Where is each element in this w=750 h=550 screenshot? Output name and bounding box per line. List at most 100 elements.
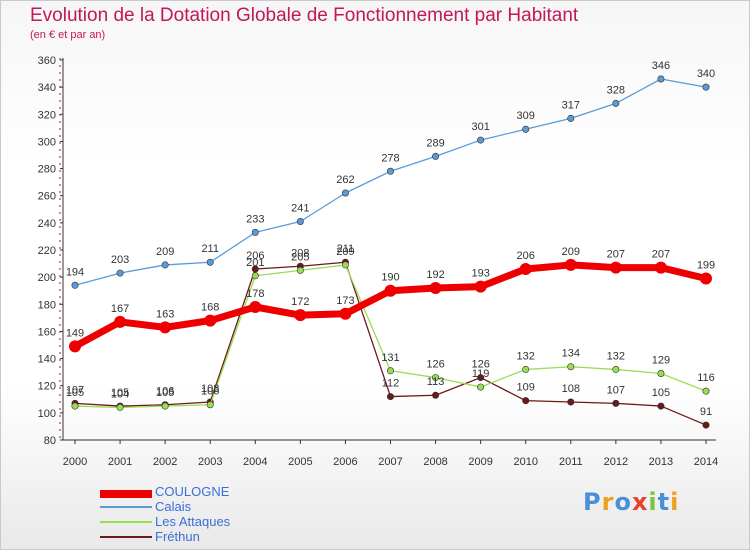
- data-point: [251, 272, 259, 280]
- data-point: [519, 263, 532, 275]
- data-point: [609, 261, 622, 274]
- data-label: 105: [111, 387, 129, 399]
- data-label: 278: [381, 152, 399, 164]
- chart-title: Evolution de la Dotation Globale de Fonc…: [30, 5, 579, 26]
- y-tick-label: 320: [38, 109, 56, 121]
- data-label: 211: [337, 243, 355, 255]
- data-label: 107: [66, 384, 84, 396]
- data-label: 262: [336, 174, 354, 186]
- series-calais: [71, 75, 710, 289]
- data-point: [294, 309, 307, 322]
- data-label: 91: [700, 406, 712, 418]
- data-label: 167: [111, 303, 129, 315]
- data-point: [522, 125, 530, 133]
- data-label: 209: [562, 246, 580, 258]
- data-label: 106: [156, 386, 174, 398]
- x-tick-label: 2009: [468, 456, 492, 468]
- data-point: [612, 365, 620, 373]
- data-label: 163: [156, 308, 174, 320]
- x-tick-label: 2001: [108, 456, 132, 468]
- data-point: [657, 369, 665, 377]
- data-point: [432, 152, 440, 160]
- data-point: [612, 99, 620, 107]
- data-point: [69, 340, 81, 353]
- y-tick-label: 340: [38, 82, 56, 94]
- data-label: 173: [336, 295, 354, 307]
- data-label: 134: [562, 348, 580, 360]
- data-point: [432, 391, 440, 399]
- data-point: [567, 114, 575, 122]
- data-label: 207: [652, 249, 670, 261]
- y-tick-label: 300: [38, 136, 56, 148]
- data-label: 194: [66, 266, 84, 278]
- data-label: 203: [111, 254, 129, 266]
- y-tick-label: 220: [38, 245, 56, 257]
- legend-label: Calais: [155, 499, 192, 514]
- data-label: 206: [246, 250, 264, 262]
- data-point: [567, 363, 575, 371]
- data-point: [341, 261, 349, 269]
- data-label: 205: [291, 251, 309, 263]
- data-label: 317: [562, 99, 580, 111]
- data-label: 108: [562, 383, 580, 395]
- x-tick-label: 2003: [198, 456, 222, 468]
- data-point: [296, 266, 304, 274]
- data-label: 105: [66, 387, 84, 399]
- data-label: 168: [201, 302, 219, 314]
- data-label: 301: [471, 121, 489, 133]
- data-point: [341, 189, 349, 197]
- data-label: 211: [201, 243, 219, 255]
- data-label: 309: [517, 110, 535, 122]
- data-label: 206: [517, 250, 535, 262]
- data-point: [702, 83, 710, 91]
- x-tick-label: 2008: [423, 456, 447, 468]
- data-label: 105: [156, 387, 174, 399]
- data-label: 112: [382, 378, 400, 390]
- chart-subtitle: (en € et par an): [30, 29, 106, 41]
- data-point: [567, 398, 575, 406]
- data-point: [432, 374, 440, 382]
- data-label: 178: [246, 288, 264, 300]
- data-label: 172: [291, 296, 309, 308]
- data-point: [114, 315, 127, 328]
- data-label: 107: [607, 384, 625, 396]
- data-point: [612, 399, 620, 407]
- legend-label: Les Attaques: [155, 514, 231, 529]
- data-point: [116, 269, 124, 277]
- x-tick-label: 2000: [63, 456, 87, 468]
- data-point: [161, 261, 169, 269]
- y-tick-label: 80: [44, 435, 56, 447]
- data-label: 105: [652, 387, 670, 399]
- series-coulogne: [69, 258, 712, 353]
- data-point: [161, 402, 169, 410]
- data-point: [522, 397, 530, 405]
- data-point: [700, 272, 712, 285]
- data-label: 328: [607, 84, 625, 96]
- data-label: 149: [66, 327, 84, 339]
- data-label: 208: [291, 247, 309, 259]
- data-label: 131: [381, 352, 399, 364]
- data-point: [159, 321, 172, 334]
- data-label: 108: [201, 383, 219, 395]
- data-label: 241: [291, 203, 309, 215]
- data-point: [429, 282, 442, 294]
- data-label: 209: [336, 246, 354, 258]
- data-label: 201: [246, 257, 264, 269]
- data-label: 129: [652, 355, 670, 367]
- x-tick-label: 2002: [153, 456, 177, 468]
- data-point: [204, 314, 217, 327]
- data-label: 340: [697, 68, 715, 80]
- y-tick-label: 100: [38, 408, 56, 420]
- data-label: 199: [697, 260, 715, 272]
- data-label: 119: [472, 368, 490, 380]
- x-tick-label: 2004: [243, 456, 267, 468]
- data-label: 132: [517, 350, 535, 362]
- legend-swatch: [100, 506, 152, 508]
- data-point: [249, 301, 262, 313]
- y-tick-label: 200: [38, 272, 56, 284]
- data-point: [522, 365, 530, 373]
- data-label: 192: [426, 269, 444, 281]
- data-point: [657, 75, 665, 83]
- data-point: [339, 307, 352, 320]
